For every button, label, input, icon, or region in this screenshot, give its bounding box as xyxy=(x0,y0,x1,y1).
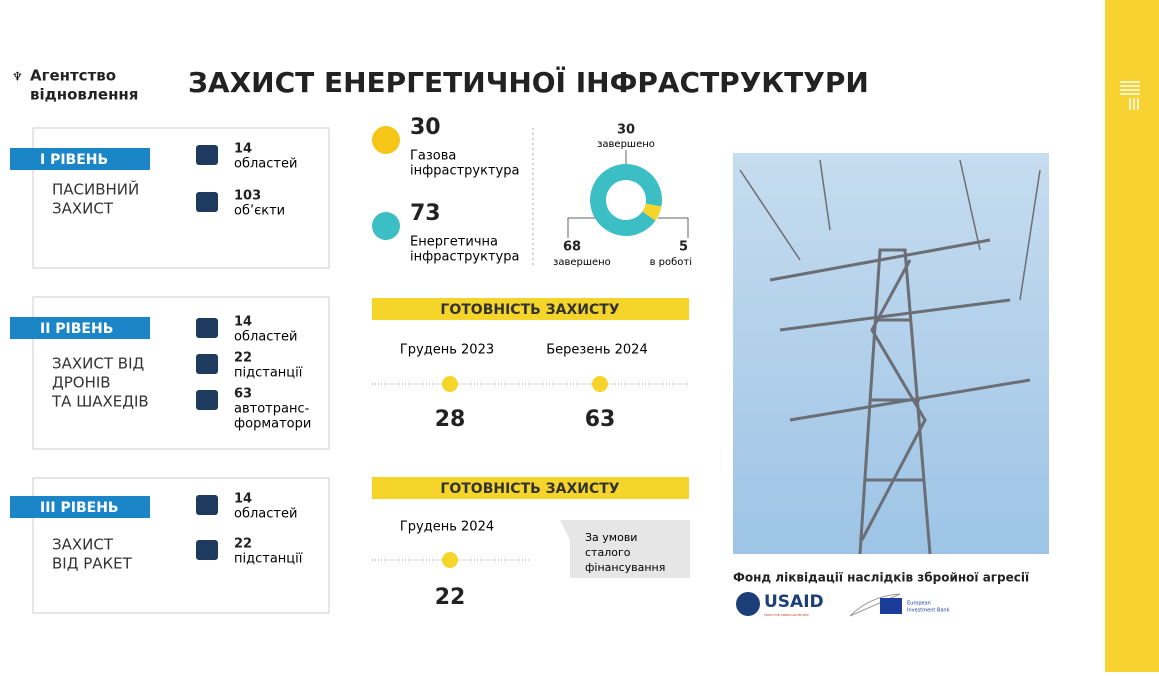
org-name: Агентство xyxy=(30,67,116,85)
side-bar xyxy=(1105,0,1159,672)
note-text: За умови xyxy=(585,531,637,544)
stat-label: підстанції xyxy=(234,366,303,381)
slide: ♆ Агентство відновлення ЗАХИСТ ЕНЕРГЕТИЧ… xyxy=(0,0,1159,672)
badge-text: II РІВЕНЬ xyxy=(40,321,113,337)
stat-icon xyxy=(196,145,218,165)
note-text: сталого xyxy=(585,546,631,559)
timeline-dot xyxy=(592,376,608,392)
usaid: USAID xyxy=(764,592,824,612)
stat-value: 103 xyxy=(234,189,261,204)
stat-label: об’єкти xyxy=(234,204,285,219)
infra-label: інфраструктура xyxy=(410,250,519,265)
point-date: Березень 2024 xyxy=(546,343,647,358)
infra-icon xyxy=(372,126,400,154)
stat-value: 63 xyxy=(234,387,252,402)
stat-value: 22 xyxy=(234,351,252,366)
infra-value: 73 xyxy=(410,201,441,226)
readiness-title: ГОТОВНІСТЬ ЗАХИСТУ xyxy=(440,481,619,497)
infra-label: інфраструктура xyxy=(410,164,519,179)
title: ЗАХИСТ ЕНЕРГЕТИЧНОЇ ІНФРАСТРУКТУРИ xyxy=(188,65,869,99)
donut-label: завершено xyxy=(597,139,655,150)
stat-label: областей xyxy=(234,507,297,522)
stat-value: 14 xyxy=(234,315,252,330)
point-value: 63 xyxy=(585,407,616,432)
stat-icon xyxy=(196,318,218,338)
point-value: 28 xyxy=(435,407,466,432)
level-name: ЗАХИСТ ВІД xyxy=(52,355,144,373)
stat-icon xyxy=(196,354,218,374)
stat-value: 22 xyxy=(234,537,252,552)
stat-icon xyxy=(196,540,218,560)
stat-icon xyxy=(196,192,218,212)
usaid-seal xyxy=(736,592,760,616)
infra-value: 30 xyxy=(410,115,441,140)
stat-value: 14 xyxy=(234,142,252,157)
stat-label: автотранс- xyxy=(234,402,310,417)
level-name: ЗАХИСТ xyxy=(52,536,114,554)
stat-label: областей xyxy=(234,157,297,172)
level-name: ТА ШАХЕДІВ xyxy=(51,393,149,411)
stat-icon xyxy=(196,495,218,515)
level-name: ВІД РАКЕТ xyxy=(52,555,133,573)
org-name: відновлення xyxy=(30,86,138,104)
logo-mark: ♆ xyxy=(12,70,23,84)
eib: European xyxy=(907,601,931,607)
stat-label: підстанції xyxy=(234,552,303,567)
photo xyxy=(733,153,1049,554)
page: ♆ Агентство відновлення ЗАХИСТ ЕНЕРГЕТИЧ… xyxy=(0,0,1159,672)
stat-icon xyxy=(196,390,218,410)
timeline-dot xyxy=(442,376,458,392)
usaid-tagline: FROM THE AMERICAN PEOPLE xyxy=(764,613,809,617)
infra-label: Газова xyxy=(410,149,456,164)
level-name: ДРОНІВ xyxy=(52,374,111,392)
leader xyxy=(658,218,688,238)
point-date: Грудень 2023 xyxy=(400,343,494,358)
infra-icon xyxy=(372,212,400,240)
level-name: ПАСИВНИЙ xyxy=(52,180,139,199)
stat-value: 14 xyxy=(234,492,252,507)
note-text: фінансування xyxy=(585,561,665,574)
donut-label: 5 xyxy=(679,240,688,255)
donut-label: завершено xyxy=(553,257,611,268)
eu-flag xyxy=(880,598,902,614)
donut-label: 68 xyxy=(563,240,581,255)
donut-label: 30 xyxy=(617,123,635,138)
leader xyxy=(568,218,595,238)
fund: Фонд ліквідації наслідків збройної агрес… xyxy=(733,571,1029,585)
eib: Investment Bank xyxy=(907,608,950,614)
stat-label: форматори xyxy=(234,417,311,432)
readiness-title: ГОТОВНІСТЬ ЗАХИСТУ xyxy=(440,302,619,318)
point-value: 22 xyxy=(435,585,466,610)
timeline-dot xyxy=(442,552,458,568)
badge-text: I РІВЕНЬ xyxy=(40,152,108,168)
badge-text: III РІВЕНЬ xyxy=(40,500,119,516)
donut-segment xyxy=(590,164,662,236)
point-date: Грудень 2024 xyxy=(400,520,494,535)
stat-label: областей xyxy=(234,330,297,345)
level-name: ЗАХИСТ xyxy=(52,200,114,218)
donut-label: в роботі xyxy=(650,256,692,268)
infra-label: Енергетична xyxy=(410,235,498,250)
